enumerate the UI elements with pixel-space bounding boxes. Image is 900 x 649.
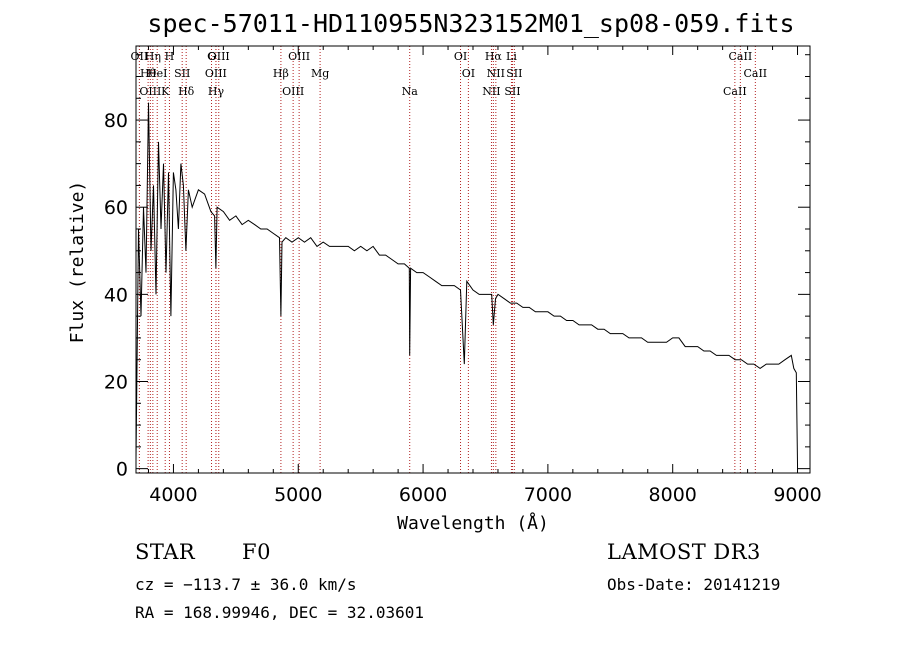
x-tick-label: 6000 xyxy=(399,484,447,506)
obs-date: Obs-Date: 20141219 xyxy=(607,575,781,594)
spectral-line-label: Hη xyxy=(145,50,161,63)
plot-frame xyxy=(135,45,811,474)
spectral-line-label: Mg xyxy=(311,67,329,80)
ra-dec: RA = 168.99946, DEC = 32.03601 xyxy=(135,603,424,622)
spectral-line-label: OIII xyxy=(139,85,161,98)
spectral-line-label: OIII xyxy=(288,50,310,63)
spectral-line-label: OIII xyxy=(205,67,227,80)
object-subclass: F0 xyxy=(242,540,271,564)
spectral-line-label: G xyxy=(207,50,216,63)
spectral-lines xyxy=(138,46,756,473)
axis-ticks: 4000 5000 6000 7000 8000 9000 0 20 40 60 80 xyxy=(104,46,822,506)
spectral-line-label: SII xyxy=(174,67,190,80)
y-tick-label: 0 xyxy=(116,459,128,481)
spectral-line-label: K xyxy=(161,85,170,98)
spectral-line-label: CaII xyxy=(743,67,767,80)
x-tick-label: 8000 xyxy=(649,484,697,506)
spectral-line-label: Li xyxy=(506,50,517,63)
spectral-line-label: OI xyxy=(454,50,467,63)
spectral-line-label: HeI xyxy=(147,67,167,80)
y-tick-label: 60 xyxy=(104,197,128,219)
chart-title: spec-57011-HD110955N323152M01_sp08-059.f… xyxy=(147,9,794,38)
spectral-line-label: SII xyxy=(506,67,522,80)
x-tick-label: 7000 xyxy=(524,484,572,506)
spectral-line-label: OIII xyxy=(282,85,304,98)
survey-name: LAMOST DR3 xyxy=(607,540,761,564)
spectral-line-label: OI xyxy=(462,67,475,80)
spectral-line-label: OIII xyxy=(208,50,230,63)
spectral-line-label: SII xyxy=(504,85,520,98)
spectral-line-label: Hγ xyxy=(208,85,225,98)
spectral-line-label: H xyxy=(165,50,175,63)
spectral-line-label: OII xyxy=(131,50,149,63)
spectrum-chart: spec-57011-HD110955N323152M01_sp08-059.f… xyxy=(67,9,822,534)
x-axis-label: Wavelength (Å) xyxy=(397,512,549,534)
spectral-line-label: NII xyxy=(487,67,505,80)
spectral-line-label: Hδ xyxy=(178,85,195,98)
spectral-line-label: Hα xyxy=(485,50,503,63)
x-tick-label: 9000 xyxy=(773,484,821,506)
redshift-cz: cz = −113.7 ± 36.0 km/s xyxy=(135,575,357,594)
spectral-line-label: Na xyxy=(402,85,419,98)
spectral-line-label: Hβ xyxy=(273,67,289,80)
object-class: STAR xyxy=(135,540,196,564)
spectral-line-label: CaII xyxy=(729,50,753,63)
y-axis-label: Flux (relative) xyxy=(67,181,88,344)
spectral-line-label: NII xyxy=(482,85,500,98)
y-tick-label: 40 xyxy=(104,284,128,306)
spectral-line-labels: OIIHθOIIIHηHeIKHSIIHδGOIIIHγOIIIHβOIIIOI… xyxy=(131,50,768,98)
spectral-line-label: CaII xyxy=(723,85,747,98)
x-tick-label: 5000 xyxy=(274,484,322,506)
spectrum-line xyxy=(135,102,798,465)
spectral-line-label: Hθ xyxy=(140,67,157,80)
x-tick-label: 4000 xyxy=(149,484,197,506)
y-tick-label: 20 xyxy=(104,372,128,394)
y-tick-label: 80 xyxy=(104,110,128,132)
